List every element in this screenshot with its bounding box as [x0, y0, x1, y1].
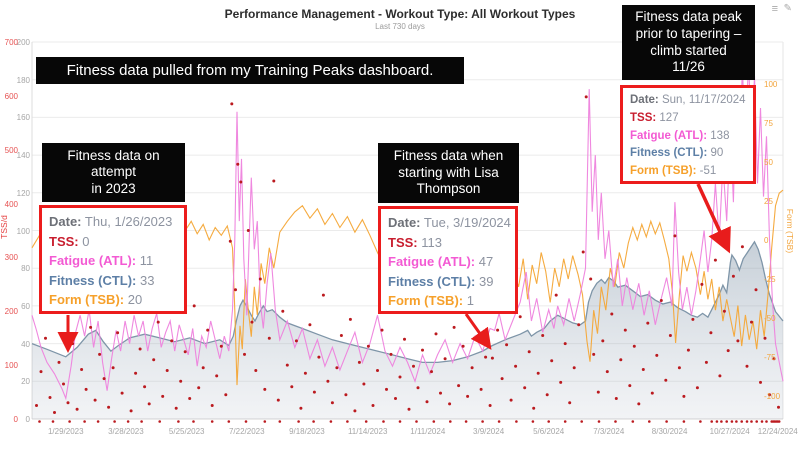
- tooltip-attempt-2023: Date: Thu, 1/26/2023 TSS: 0 Fatigue (ATL…: [39, 205, 187, 314]
- tsb-axis-tick: 100: [764, 80, 778, 89]
- annotation-banner: Fitness data pulled from my Training Pea…: [36, 57, 464, 84]
- x-axis-tick: 7/22/2023: [228, 427, 265, 436]
- tss-axis-tick: 300: [4, 253, 18, 263]
- x-axis-tick: 9/18/2023: [289, 427, 325, 436]
- x-axis-tick: 10/27/2024: [709, 427, 750, 436]
- load-axis-tick: 140: [16, 151, 30, 161]
- tooltip-row-tsb: Form (TSB): 20: [49, 292, 143, 308]
- tooltip-row-atl: Fatigue (ATL): 47: [388, 254, 494, 270]
- x-axis-tick: 1/29/2023: [47, 427, 84, 436]
- tooltip-row-atl: Fatigue (ATL): 11: [49, 253, 154, 269]
- tsb-axis-tick: 25: [764, 197, 773, 206]
- tsb-axis-tick: 75: [764, 119, 773, 128]
- annotation-note-peak: Fitness data peak prior to tapering – cl…: [622, 5, 755, 80]
- tss-axis-tick: 400: [4, 199, 18, 209]
- tooltip-row-atl: Fatigue (ATL): 138: [630, 129, 730, 142]
- x-axis-tick: 11/14/2023: [347, 427, 388, 436]
- tooltip-row-date: Date: Thu, 1/26/2023: [49, 214, 173, 229]
- tsb-axis-tick: 50: [764, 158, 773, 167]
- tss-axis-tick: 200: [4, 307, 18, 317]
- chart-title: Performance Management - Workout Type: A…: [224, 7, 576, 21]
- tsb-axis-tick: -75: [764, 353, 776, 362]
- x-axis-tick: 12/24/2024: [757, 427, 798, 436]
- tooltip-row-tss: TSS: 113: [388, 234, 442, 250]
- tooltip-row-date: Date: Tue, 3/19/2024: [388, 215, 511, 230]
- load-axis-tick: 200: [16, 38, 30, 47]
- x-axis-tick: 8/30/2024: [651, 427, 688, 436]
- tooltip-row-date: Date: Sun, 11/17/2024: [630, 94, 746, 106]
- tss-axis-tick: 600: [4, 91, 18, 101]
- tooltip-row-tsb: Form (TSB): -51: [630, 165, 717, 178]
- load-axis-tick: 160: [16, 113, 30, 123]
- tss-axis-tick: 500: [4, 145, 18, 155]
- tooltip-row-ctl: Fitness (CTL): 90: [630, 147, 724, 160]
- load-axis-tick: 60: [21, 301, 30, 311]
- x-axis-tick: 3/9/2024: [473, 427, 505, 436]
- load-axis-tick: 20: [21, 377, 30, 387]
- annotation-note-2023: Fitness data on attempt in 2023: [42, 143, 185, 202]
- load-axis-tick: 180: [16, 75, 30, 85]
- load-axis-tick: 80: [21, 264, 30, 274]
- arrow-peak-taper: [696, 183, 731, 254]
- load-axis-tick: 0: [25, 415, 30, 424]
- annotation-note-lisa: Fitness data when starting with Lisa Tho…: [378, 143, 519, 203]
- tsb-axis-tick: -25: [764, 275, 776, 284]
- tooltip-row-tsb: Form (TSB): 1: [388, 293, 474, 309]
- x-axis-tick: 1/11/2024: [410, 427, 446, 436]
- tss-axis-tick: 0: [13, 415, 18, 424]
- x-axis-tick: 5/6/2024: [533, 427, 565, 436]
- tooltip-row-ctl: Fitness (CTL): 39: [388, 273, 494, 289]
- x-axis-tick: 7/3/2024: [593, 427, 625, 436]
- x-axis-tick: 3/28/2023: [108, 427, 144, 436]
- tsb-axis-tick: 0: [764, 236, 769, 245]
- x-axis-tick: 5/25/2023: [168, 427, 205, 436]
- chart-subtitle: Last 730 days: [375, 22, 425, 31]
- edit-icon[interactable]: ✎: [783, 3, 792, 14]
- tooltip-peak-taper: Date: Sun, 11/17/2024 TSS: 127 Fatigue (…: [620, 85, 756, 184]
- menu-icon[interactable]: ≡: [771, 3, 778, 15]
- load-axis-tick: 100: [16, 226, 30, 236]
- tooltip-row-tss: TSS: 0: [49, 233, 90, 249]
- tooltip-row-ctl: Fitness (CTL): 33: [49, 272, 155, 288]
- tss-axis-tick: 700: [4, 38, 18, 47]
- tsb-axis-tick: -100: [764, 392, 781, 401]
- tooltip-lisa-start: Date: Tue, 3/19/2024 TSS: 113 Fatigue (A…: [378, 206, 518, 314]
- arrow-lisa-start: [464, 313, 492, 350]
- tss-axis-tick: 100: [4, 361, 18, 371]
- load-axis-tick: 40: [21, 339, 30, 349]
- tooltip-row-tss: TSS: 127: [630, 111, 679, 124]
- load-axis-tick: 120: [16, 188, 30, 198]
- tsb-axis-tick: -50: [764, 314, 776, 323]
